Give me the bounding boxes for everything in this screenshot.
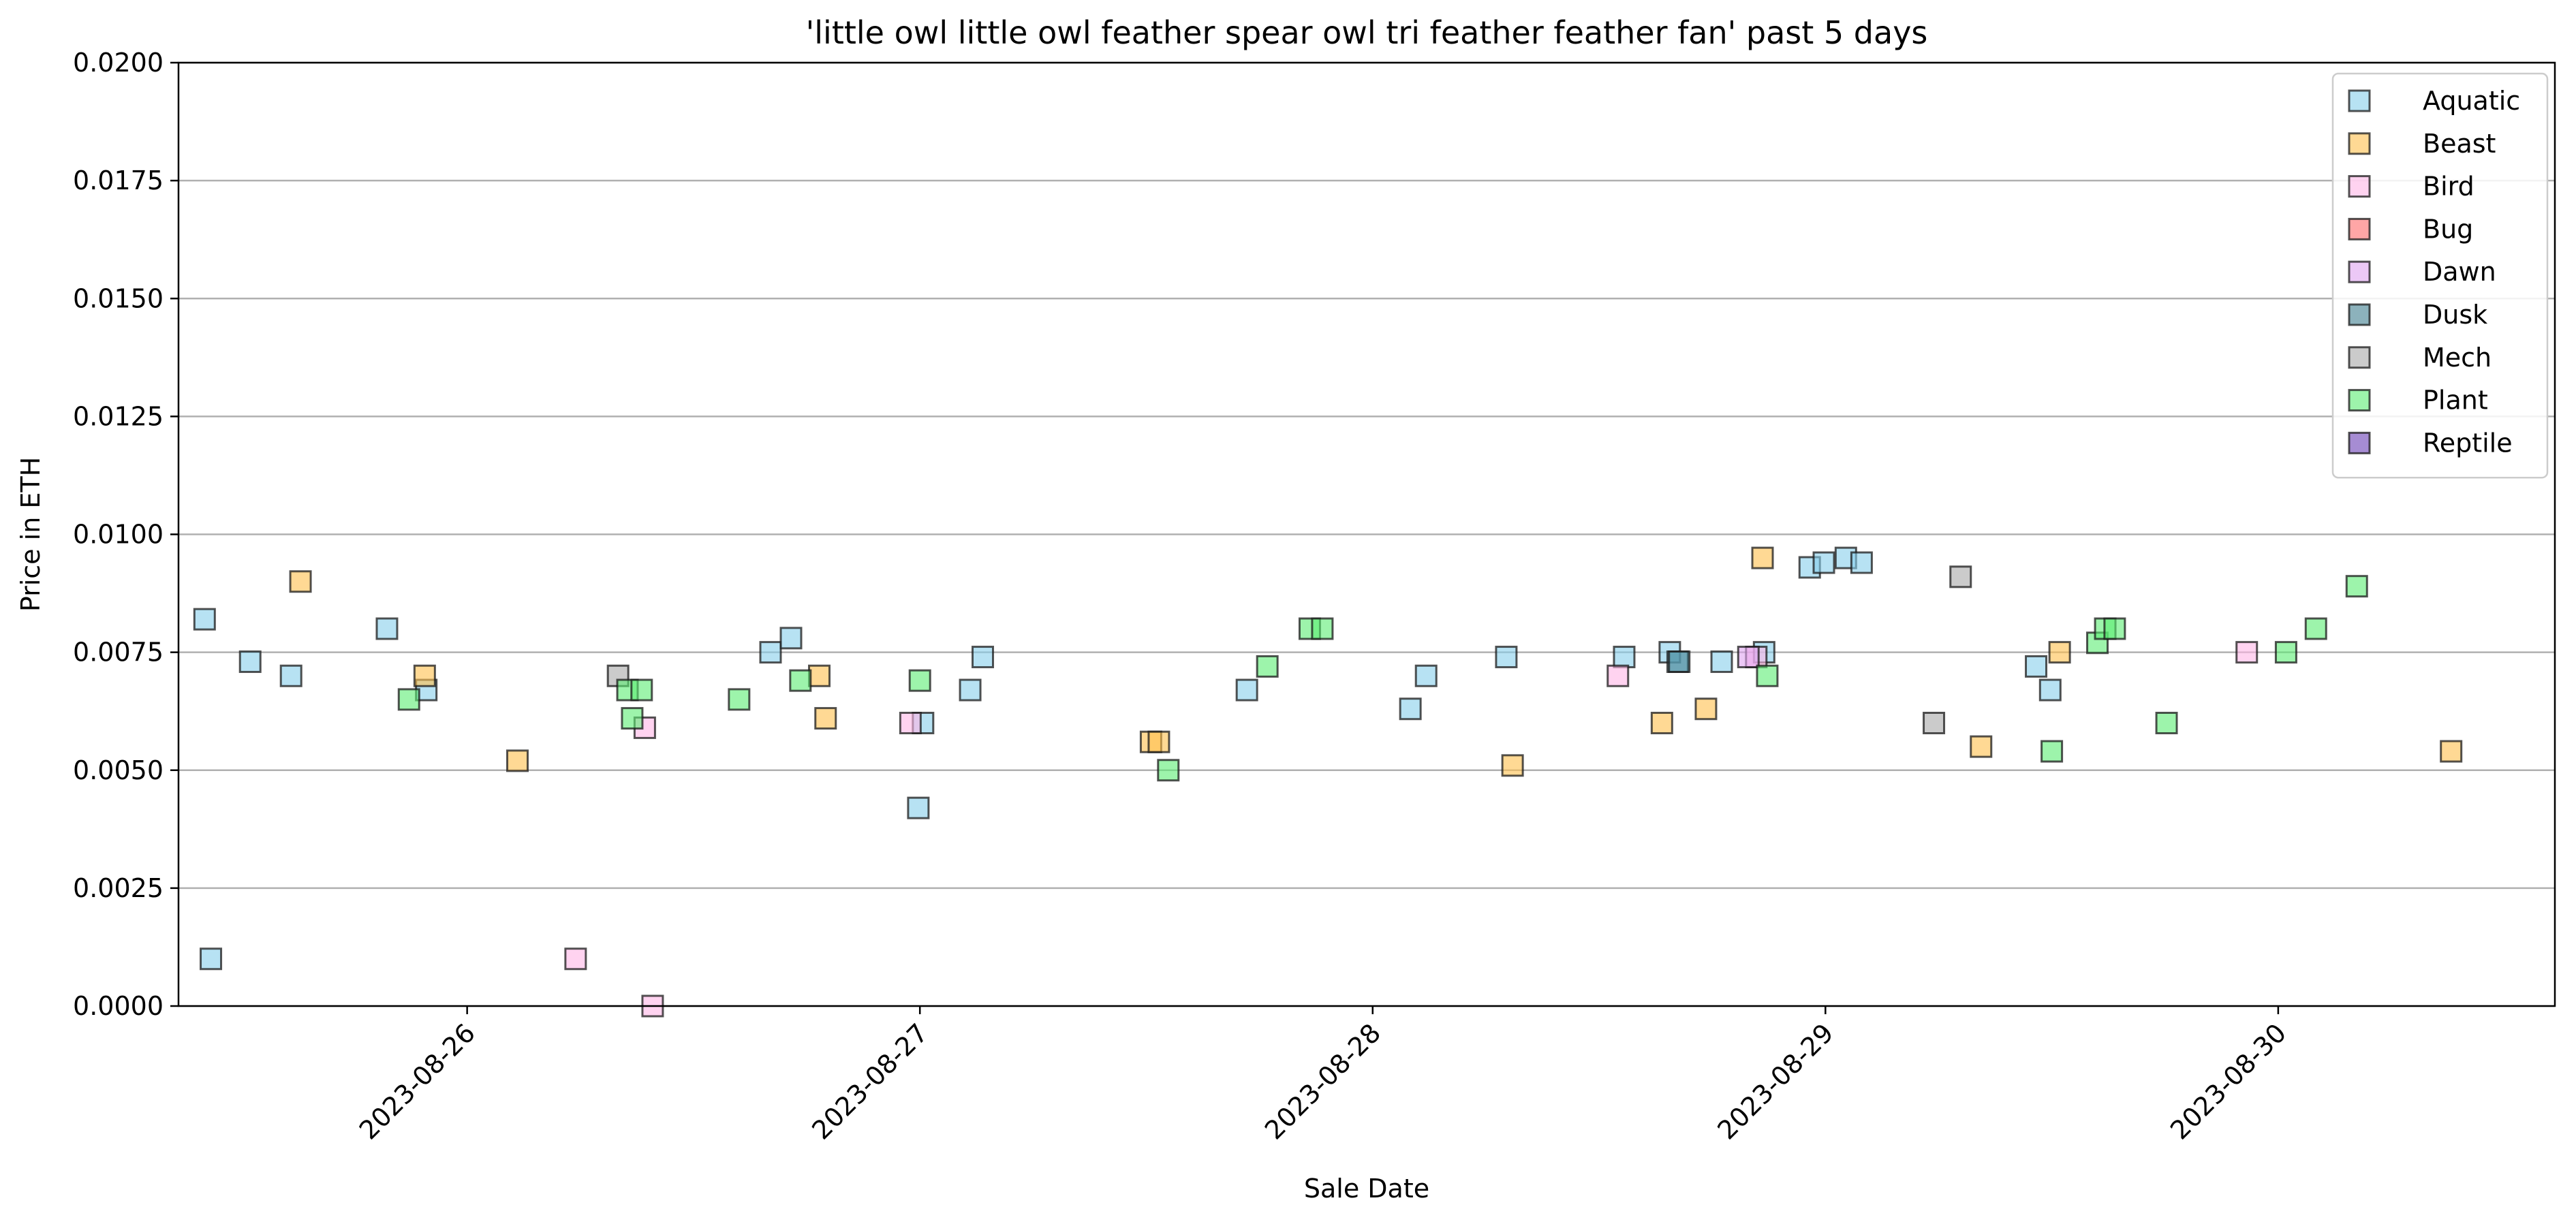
legend-label-beast: Beast — [2423, 129, 2496, 159]
data-point — [1751, 546, 1774, 569]
x-axis-label: Sale Date — [1304, 1174, 1429, 1204]
data-point — [279, 664, 302, 687]
data-point — [907, 796, 930, 819]
data-point — [908, 669, 931, 692]
data-point — [1756, 664, 1779, 687]
data-point — [2274, 641, 2297, 664]
data-point — [1235, 678, 1258, 702]
legend-marker-plant — [2348, 389, 2371, 412]
data-point — [1157, 759, 1180, 782]
y-tick-label: 0.0125 — [73, 401, 164, 431]
data-point — [2304, 617, 2327, 640]
series-dusk — [1668, 650, 1691, 673]
data-point — [630, 678, 653, 702]
data-point — [1256, 655, 1279, 678]
data-point — [2235, 641, 2259, 664]
data-point — [808, 664, 831, 687]
legend-label-mech: Mech — [2423, 343, 2492, 373]
data-point — [959, 678, 982, 702]
series-plant — [397, 575, 2368, 782]
series-beast — [289, 546, 2463, 777]
y-tick-label: 0.0000 — [73, 991, 164, 1021]
data-point — [1650, 712, 1673, 734]
data-point — [1694, 697, 1718, 721]
data-point — [1147, 730, 1170, 753]
data-point — [1613, 646, 1636, 669]
legend-box — [2331, 72, 2549, 479]
data-point — [1399, 697, 1422, 721]
legend-marker-dusk — [2348, 303, 2371, 326]
data-point — [1923, 712, 1946, 734]
legend-label-dawn: Dawn — [2423, 257, 2496, 287]
data-point — [2048, 641, 2071, 664]
data-point — [759, 641, 782, 664]
data-point — [397, 688, 420, 711]
data-point — [1607, 664, 1630, 687]
legend: Aquatic Beast Bird Bug Dawn Dusk Mech Plant Rept… — [2331, 72, 2549, 479]
legend-marker-aquatic — [2348, 89, 2371, 112]
data-point — [1414, 664, 1438, 687]
data-point — [789, 669, 812, 692]
y-axis-label: Price in ETH — [16, 457, 46, 612]
y-tick-label: 0.0200 — [73, 48, 164, 78]
data-point — [1949, 565, 1972, 589]
series-dawn — [1737, 646, 1760, 669]
data-point — [899, 712, 922, 734]
legend-label-reptile: Reptile — [2423, 428, 2513, 458]
y-tick-label: 0.0050 — [73, 755, 164, 785]
data-point — [2345, 575, 2368, 598]
legend-label-aquatic: Aquatic — [2423, 86, 2520, 116]
data-point — [1710, 650, 1733, 673]
data-point — [564, 947, 587, 971]
data-point — [2040, 740, 2064, 763]
data-point — [1850, 551, 1873, 574]
points-layer — [193, 546, 2463, 1018]
data-point — [1495, 646, 1518, 669]
data-point — [972, 646, 995, 669]
legend-label-bug: Bug — [2423, 214, 2473, 244]
legend-marker-reptile — [2348, 431, 2371, 454]
data-point — [1737, 646, 1760, 669]
data-point — [375, 617, 399, 640]
data-point — [1970, 735, 1993, 758]
legend-label-plant: Plant — [2423, 386, 2488, 415]
series-aquatic — [193, 546, 2062, 971]
data-point — [2038, 678, 2062, 702]
data-point — [814, 707, 837, 730]
legend-marker-beast — [2348, 132, 2371, 155]
data-point — [200, 947, 223, 971]
legend-marker-dawn — [2348, 260, 2371, 283]
y-tick-label: 0.0075 — [73, 638, 164, 668]
legend-label-dusk: Dusk — [2423, 300, 2487, 330]
data-point — [2025, 655, 2048, 678]
data-point — [506, 749, 529, 772]
y-tick-label: 0.0175 — [73, 166, 164, 195]
chart-title: 'little owl little owl feather spear owl… — [806, 14, 1928, 51]
legend-marker-bird — [2348, 175, 2371, 198]
data-point — [2440, 740, 2463, 763]
data-point — [779, 627, 803, 650]
y-tick-label: 0.0150 — [73, 283, 164, 313]
legend-marker-mech — [2348, 346, 2371, 369]
data-point — [2155, 712, 2178, 734]
data-point — [1668, 650, 1691, 673]
data-point — [1501, 754, 1524, 777]
legend-marker-bug — [2348, 217, 2371, 240]
y-tick-label: 0.0025 — [73, 873, 164, 903]
legend-label-bird: Bird — [2423, 172, 2474, 202]
data-point — [193, 608, 216, 631]
data-point — [289, 570, 312, 593]
y-tick-label: 0.0100 — [73, 520, 164, 550]
data-point — [1311, 617, 1334, 640]
data-point — [1812, 551, 1835, 574]
data-point — [2103, 617, 2126, 640]
data-point — [728, 688, 751, 711]
data-point — [621, 707, 644, 730]
data-point — [238, 650, 262, 673]
data-point — [413, 664, 436, 687]
